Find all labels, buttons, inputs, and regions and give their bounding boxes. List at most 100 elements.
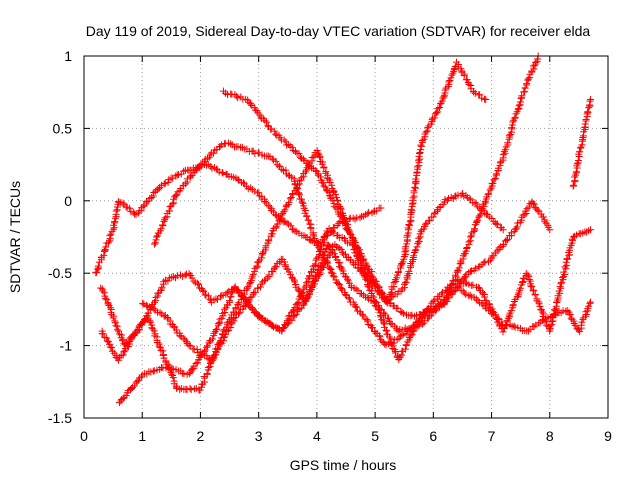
data-point bbox=[284, 140, 292, 148]
data-point bbox=[394, 268, 402, 276]
data-point bbox=[463, 76, 471, 84]
y-axis-label: SDTVAR / TECUs bbox=[7, 181, 23, 293]
data-point bbox=[216, 315, 224, 323]
data-point bbox=[587, 298, 595, 306]
data-point bbox=[413, 163, 421, 171]
data-point bbox=[478, 299, 486, 307]
data-point bbox=[294, 185, 302, 193]
data-point bbox=[108, 344, 116, 352]
data-point bbox=[205, 364, 213, 372]
data-point bbox=[387, 293, 395, 301]
data-point bbox=[193, 164, 201, 172]
data-point bbox=[581, 120, 589, 128]
data-point bbox=[385, 299, 393, 307]
data-point bbox=[151, 239, 159, 247]
data-point bbox=[283, 317, 291, 325]
data-point bbox=[187, 386, 195, 394]
data-point bbox=[94, 265, 102, 273]
data-point bbox=[527, 282, 535, 290]
data-point bbox=[203, 343, 211, 351]
data-point bbox=[257, 254, 265, 262]
data-point bbox=[278, 165, 286, 173]
data-point bbox=[523, 80, 531, 88]
data-point bbox=[460, 289, 468, 297]
data-point bbox=[308, 282, 316, 290]
data-point bbox=[341, 291, 349, 299]
data-point bbox=[270, 127, 278, 135]
data-point bbox=[437, 290, 445, 298]
data-point bbox=[204, 354, 212, 362]
data-point bbox=[324, 174, 332, 182]
data-point bbox=[159, 221, 167, 229]
data-point bbox=[268, 322, 276, 330]
data-point bbox=[507, 307, 515, 315]
data-point bbox=[102, 243, 110, 251]
data-point bbox=[262, 317, 270, 325]
data-point bbox=[500, 147, 508, 155]
data-point bbox=[346, 295, 354, 303]
data-point bbox=[288, 143, 296, 151]
data-point bbox=[415, 150, 423, 158]
data-point bbox=[351, 215, 359, 223]
data-point bbox=[126, 334, 134, 342]
data-point bbox=[280, 218, 288, 226]
data-point bbox=[113, 326, 121, 334]
data-point bbox=[494, 315, 502, 323]
data-point bbox=[261, 197, 269, 205]
data-point bbox=[333, 243, 341, 251]
data-point bbox=[451, 271, 459, 279]
data-point bbox=[111, 218, 119, 226]
data-point bbox=[197, 160, 205, 168]
data-point bbox=[100, 289, 108, 297]
data-point bbox=[579, 133, 587, 141]
data-point bbox=[170, 322, 178, 330]
data-point bbox=[223, 327, 231, 335]
data-point bbox=[320, 182, 328, 190]
data-point bbox=[409, 194, 417, 202]
data-point bbox=[498, 318, 506, 326]
data-point bbox=[380, 323, 388, 331]
data-point bbox=[320, 254, 328, 262]
data-point bbox=[576, 148, 584, 156]
data-point bbox=[192, 360, 200, 368]
data-point bbox=[137, 207, 145, 215]
data-point bbox=[416, 149, 424, 157]
data-point bbox=[331, 190, 339, 198]
data-point bbox=[341, 250, 349, 258]
grid bbox=[84, 56, 608, 418]
data-point bbox=[190, 277, 198, 285]
data-point bbox=[99, 330, 107, 338]
data-point bbox=[231, 313, 239, 321]
data-point bbox=[321, 183, 329, 191]
data-point bbox=[429, 298, 437, 306]
data-point bbox=[327, 229, 335, 237]
data-point bbox=[261, 117, 269, 125]
data-point bbox=[530, 287, 538, 295]
data-point bbox=[323, 187, 331, 195]
data-point bbox=[405, 267, 413, 275]
data-point bbox=[285, 199, 293, 207]
data-point bbox=[247, 184, 255, 192]
data-point bbox=[485, 190, 493, 198]
data-point bbox=[207, 162, 215, 170]
plot-frame bbox=[83, 55, 609, 419]
data-point bbox=[359, 267, 367, 275]
data-point bbox=[190, 345, 198, 353]
data-point bbox=[218, 169, 226, 177]
data-point bbox=[213, 325, 221, 333]
data-point bbox=[364, 317, 372, 325]
data-point bbox=[465, 238, 473, 246]
data-point bbox=[315, 243, 323, 251]
data-point bbox=[287, 222, 295, 230]
data-point bbox=[119, 199, 127, 207]
data-point bbox=[414, 317, 422, 325]
x-tick-label: 6 bbox=[429, 428, 437, 444]
data-point bbox=[356, 246, 364, 254]
data-point bbox=[345, 229, 353, 237]
data-point bbox=[193, 359, 201, 367]
data-point bbox=[133, 377, 141, 385]
data-point bbox=[414, 156, 422, 164]
data-point bbox=[377, 306, 385, 314]
data-point bbox=[182, 180, 190, 188]
data-point bbox=[413, 243, 421, 251]
